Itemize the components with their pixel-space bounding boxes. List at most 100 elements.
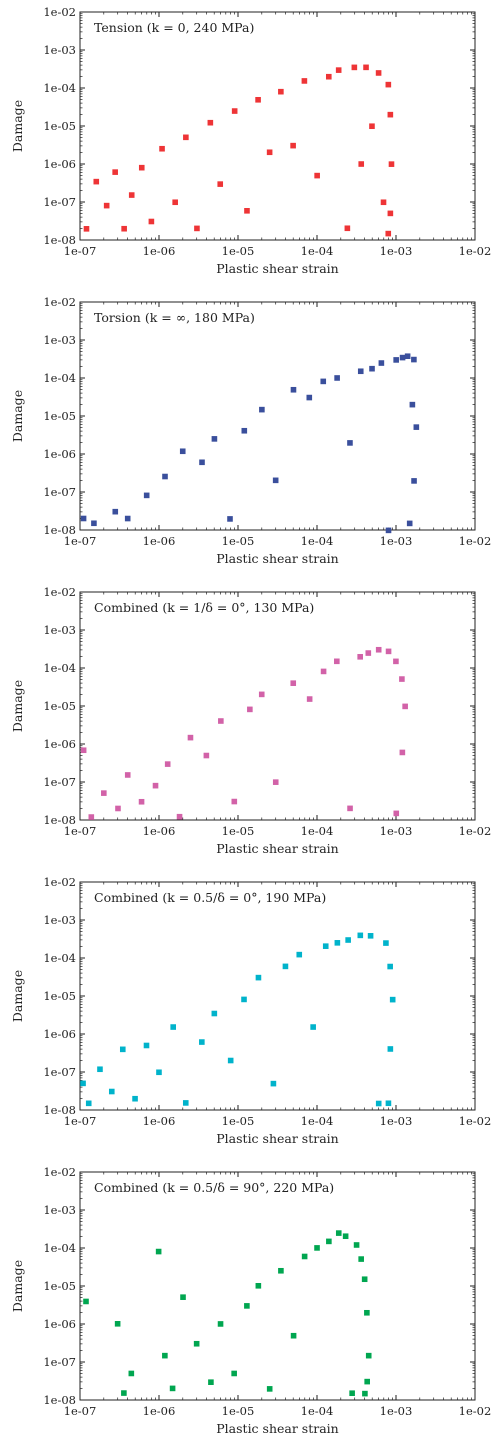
data-points bbox=[83, 64, 395, 237]
data-point bbox=[80, 1080, 86, 1087]
data-point bbox=[241, 996, 247, 1003]
data-point bbox=[334, 658, 340, 665]
x-tick-label: 1e-06 bbox=[143, 824, 176, 838]
data-point bbox=[367, 933, 374, 939]
y-tick-label: 1e-02 bbox=[43, 1165, 76, 1179]
x-axis-label: Plastic shear strain bbox=[216, 1131, 338, 1146]
y-tick-label: 1e-02 bbox=[43, 585, 76, 599]
scatter-chart-5: 1e-07 1e-06 1e-05 1e-04 1e-03 1e-021e-081e-07… bbox=[10, 1165, 491, 1436]
y-tick-label: 1e-03 bbox=[43, 333, 76, 347]
data-point bbox=[351, 64, 358, 71]
data-point bbox=[310, 1024, 316, 1030]
y-axis-label: Damage bbox=[10, 680, 25, 732]
data-point bbox=[156, 1069, 162, 1076]
data-point bbox=[387, 210, 394, 217]
data-point bbox=[183, 134, 189, 141]
data-point bbox=[342, 1233, 349, 1240]
data-point bbox=[314, 172, 320, 179]
y-tick-label: 1e-03 bbox=[43, 1203, 76, 1217]
data-point bbox=[176, 813, 183, 820]
data-points bbox=[83, 1230, 372, 1397]
data-point bbox=[387, 963, 393, 970]
data-point bbox=[378, 360, 385, 366]
x-tick-label: 1e-06 bbox=[143, 1114, 176, 1128]
data-point bbox=[148, 218, 155, 225]
data-point bbox=[93, 178, 100, 185]
data-point bbox=[272, 477, 279, 484]
data-point bbox=[83, 1298, 89, 1305]
data-point bbox=[80, 747, 87, 754]
data-point bbox=[380, 199, 387, 206]
data-point bbox=[80, 515, 87, 522]
y-tick-label: 1e-07 bbox=[43, 195, 76, 209]
data-point bbox=[362, 1390, 368, 1397]
data-point bbox=[159, 145, 165, 152]
data-point bbox=[255, 1283, 262, 1289]
data-point bbox=[357, 654, 363, 660]
data-point bbox=[180, 1294, 186, 1300]
data-point bbox=[231, 798, 238, 805]
plot-frame bbox=[79, 591, 476, 821]
data-point bbox=[365, 1352, 372, 1359]
x-tick-label: 1e-03 bbox=[380, 824, 413, 838]
data-point bbox=[385, 1100, 392, 1107]
y-tick-label: 1e-04 bbox=[43, 661, 76, 675]
x-tick-label: 1e-03 bbox=[380, 1114, 413, 1128]
chart-title: Combined (k = 1/δ = 0°, 130 MPa) bbox=[94, 600, 314, 615]
scatter-chart-1: 1e-07 1e-06 1e-05 1e-04 1e-03 1e-021e-081e-07… bbox=[10, 5, 491, 276]
y-tick-label: 1e-05 bbox=[43, 989, 76, 1003]
chart-title: Tension (k = 0, 240 MPa) bbox=[94, 20, 254, 35]
y-tick-label: 1e-04 bbox=[43, 1241, 76, 1255]
data-point bbox=[344, 225, 351, 232]
data-point bbox=[364, 1309, 370, 1316]
data-point bbox=[182, 1100, 189, 1106]
data-point bbox=[399, 354, 406, 361]
data-point bbox=[124, 515, 131, 522]
data-point bbox=[83, 226, 90, 232]
data-point bbox=[143, 492, 150, 499]
minor-ticks bbox=[80, 592, 475, 820]
data-point bbox=[402, 703, 408, 710]
y-tick-label: 1e-06 bbox=[43, 737, 76, 751]
x-tick-label: 1e-02 bbox=[459, 824, 492, 838]
data-point bbox=[325, 73, 332, 80]
data-point bbox=[393, 658, 399, 665]
data-point bbox=[244, 208, 250, 214]
y-axis-label: Damage bbox=[10, 100, 25, 152]
chart-title: Torsion (k = ∞, 180 MPa) bbox=[94, 310, 255, 325]
y-tick-label: 1e-08 bbox=[43, 1393, 76, 1407]
data-point bbox=[231, 1370, 237, 1377]
data-point bbox=[162, 1352, 168, 1359]
data-point bbox=[121, 225, 127, 232]
data-point bbox=[244, 1303, 250, 1309]
y-tick-label: 1e-06 bbox=[43, 447, 76, 461]
plot-frame bbox=[79, 11, 476, 241]
x-tick-label: 1e-04 bbox=[301, 1404, 334, 1418]
data-point bbox=[88, 814, 95, 820]
data-point bbox=[335, 1230, 342, 1236]
data-point bbox=[375, 70, 382, 76]
data-point bbox=[91, 520, 97, 527]
y-tick-label: 1e-02 bbox=[43, 295, 76, 309]
x-tick-label: 1e-07 bbox=[64, 534, 97, 548]
x-tick-label: 1e-05 bbox=[222, 1114, 255, 1128]
x-tick-label: 1e-07 bbox=[64, 1404, 97, 1418]
x-tick-label: 1e-04 bbox=[301, 244, 334, 258]
data-point bbox=[320, 378, 327, 385]
data-point bbox=[199, 459, 205, 466]
chart-title: Combined (k = 0.5/δ = 90°, 220 MPa) bbox=[94, 1180, 334, 1195]
data-point bbox=[314, 1245, 320, 1251]
x-tick-label: 1e-04 bbox=[301, 824, 334, 838]
data-point bbox=[334, 375, 340, 381]
data-point bbox=[199, 1039, 205, 1045]
data-point bbox=[306, 394, 313, 401]
data-point bbox=[335, 67, 342, 73]
y-axis-label: Damage bbox=[10, 1260, 25, 1312]
data-point bbox=[364, 1378, 370, 1385]
data-point bbox=[385, 230, 392, 237]
x-tick-label: 1e-05 bbox=[222, 244, 255, 258]
data-point bbox=[409, 401, 416, 408]
data-point bbox=[383, 940, 389, 946]
data-point bbox=[387, 111, 394, 118]
